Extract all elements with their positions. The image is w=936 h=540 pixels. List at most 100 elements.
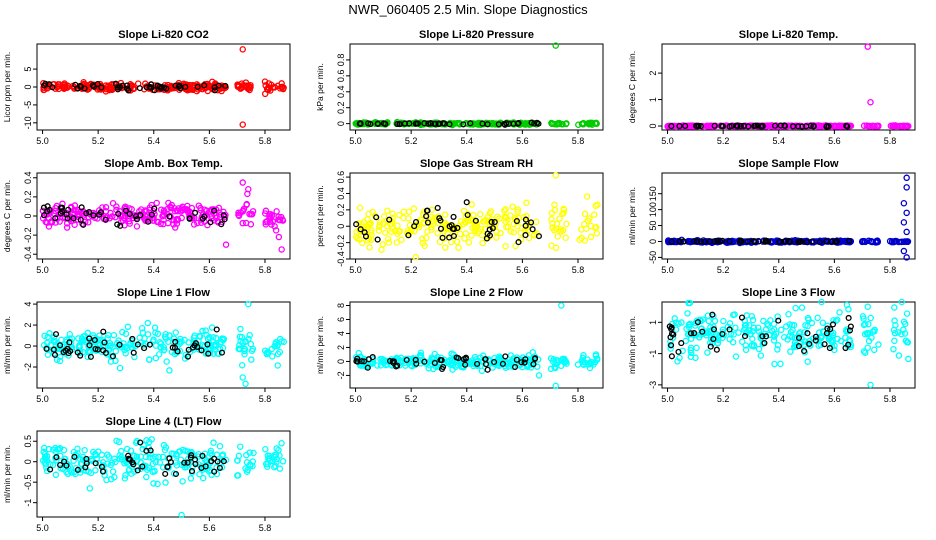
data-point-dark bbox=[78, 204, 85, 211]
data-point-dark bbox=[201, 82, 208, 89]
data-point bbox=[768, 122, 776, 130]
y-tick-label: 0.4 bbox=[336, 187, 346, 200]
y-tick-label: 0 bbox=[23, 459, 33, 464]
data-point-dark bbox=[41, 212, 48, 219]
plot-frame bbox=[661, 301, 916, 389]
data-point bbox=[380, 220, 387, 227]
x-tick-label: 5.2 bbox=[717, 136, 730, 146]
x-tick-label: 5.4 bbox=[148, 265, 161, 275]
y-tick-label: 150 bbox=[648, 186, 658, 201]
data-point bbox=[523, 212, 530, 220]
y-tick-label: -0.5 bbox=[23, 474, 33, 490]
y-tick-label: 0.8 bbox=[336, 54, 346, 67]
data-point bbox=[777, 360, 784, 368]
data-point bbox=[417, 216, 425, 223]
y-tick-label: 2 bbox=[23, 323, 33, 328]
plot-frame bbox=[349, 43, 604, 131]
data-point bbox=[785, 311, 792, 318]
x-tick-label: 5.2 bbox=[92, 265, 105, 275]
data-point bbox=[905, 355, 912, 363]
data-point bbox=[54, 81, 62, 88]
data-point bbox=[507, 228, 515, 235]
data-point-dark bbox=[678, 340, 685, 347]
data-point bbox=[187, 475, 195, 482]
data-point bbox=[891, 329, 899, 337]
data-point bbox=[216, 442, 224, 450]
panel-6: Slope Sample Flow 5.0 5.2 5.4 5.6 5.8 -50 0 50 10… bbox=[627, 158, 916, 275]
data-point bbox=[559, 121, 566, 128]
data-point bbox=[237, 325, 244, 333]
data-points bbox=[39, 179, 287, 253]
data-point-dark bbox=[467, 120, 474, 127]
data-point bbox=[456, 230, 464, 238]
data-point bbox=[395, 228, 403, 235]
panel-4: Slope Amb. Box Temp. 5.0 5.2 5.4 5.6 5.8 -0.4 -… bbox=[2, 158, 291, 275]
data-point-dark bbox=[80, 221, 87, 228]
data-point-dark bbox=[58, 208, 66, 215]
data-point bbox=[866, 123, 873, 130]
y-tick-label: -10 bbox=[23, 116, 33, 129]
x-tick-label: 5.8 bbox=[884, 394, 897, 404]
y-tick-label: 0 bbox=[336, 224, 346, 229]
data-point bbox=[143, 473, 150, 481]
x-tick-label: 5.0 bbox=[36, 136, 49, 146]
y-tick-label: -50 bbox=[648, 251, 658, 264]
data-point-dark bbox=[52, 215, 59, 222]
data-point bbox=[476, 210, 484, 218]
data-point bbox=[468, 232, 475, 239]
outlier-point bbox=[864, 303, 871, 310]
data-point-dark bbox=[49, 84, 56, 91]
data-point bbox=[396, 211, 403, 219]
data-point bbox=[846, 123, 853, 130]
data-point-dark bbox=[489, 225, 496, 232]
data-point-dark bbox=[211, 84, 218, 91]
outlier-point bbox=[903, 228, 910, 236]
y-tick-label: 0.6 bbox=[336, 70, 346, 83]
outlier-point bbox=[239, 374, 246, 381]
data-point-dark bbox=[405, 232, 412, 239]
data-point-dark bbox=[522, 222, 529, 229]
data-point bbox=[197, 206, 204, 214]
y-tick-label: 0.5 bbox=[23, 435, 33, 448]
data-point bbox=[109, 199, 117, 207]
data-point bbox=[509, 203, 516, 210]
x-tick-label: 5.0 bbox=[661, 265, 674, 275]
x-tick-label: 5.4 bbox=[461, 394, 474, 404]
data-point bbox=[80, 79, 87, 86]
data-point-dark bbox=[434, 204, 441, 211]
y-tick-label: -0.4 bbox=[336, 251, 346, 267]
data-point-dark bbox=[439, 234, 446, 241]
y-tick-label: -2 bbox=[336, 371, 346, 379]
x-tick-label: 5.6 bbox=[203, 523, 216, 533]
data-point-dark bbox=[201, 213, 208, 220]
data-point bbox=[556, 120, 563, 127]
data-point bbox=[778, 326, 785, 334]
data-point bbox=[247, 340, 255, 348]
x-tick-label: 5.2 bbox=[405, 136, 418, 146]
data-point bbox=[441, 225, 449, 232]
data-point bbox=[378, 246, 385, 253]
data-point bbox=[145, 356, 153, 363]
y-axis-label: degrees C per min. bbox=[2, 180, 12, 252]
y-tick-label: 2 bbox=[336, 345, 346, 350]
y-tick-label: 6 bbox=[336, 317, 346, 322]
data-point bbox=[369, 208, 376, 216]
panel-title: Slope Line 3 Flow bbox=[742, 287, 835, 299]
x-tick-label: 5.0 bbox=[349, 265, 362, 275]
data-point-dark bbox=[431, 120, 438, 127]
data-point-dark bbox=[412, 219, 420, 226]
y-tick-label: 2 bbox=[648, 71, 658, 76]
data-point bbox=[366, 244, 373, 251]
data-point bbox=[468, 201, 475, 208]
y-tick-label: 1 bbox=[648, 97, 658, 102]
data-point bbox=[560, 209, 567, 217]
data-point bbox=[870, 346, 878, 354]
data-point bbox=[153, 199, 160, 207]
x-tick-label: 5.0 bbox=[349, 136, 362, 146]
y-tick-label: 0 bbox=[648, 239, 658, 244]
y-tick-label: 0.4 bbox=[336, 86, 346, 99]
data-point bbox=[106, 84, 114, 91]
outlier-point bbox=[864, 43, 871, 50]
data-point bbox=[592, 120, 600, 127]
